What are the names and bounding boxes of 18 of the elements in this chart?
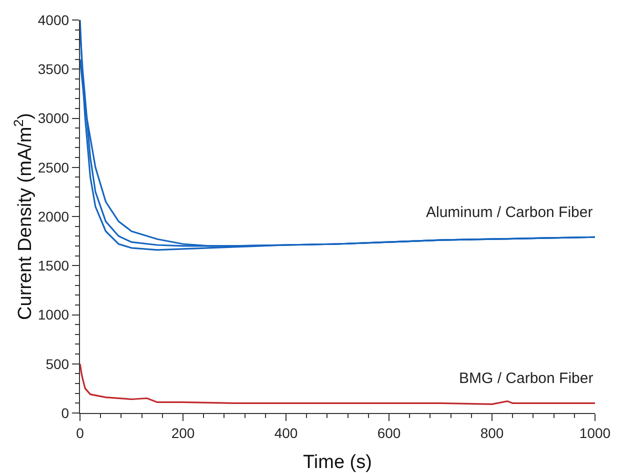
y-tick-label: 500 (46, 356, 70, 372)
x-tick-label: 800 (480, 424, 504, 441)
y-tick-label: 3000 (38, 110, 70, 126)
x-tick-label: 600 (377, 424, 401, 441)
series-label: BMG / Carbon Fiber (459, 370, 594, 387)
y-tick-label: 0 (61, 404, 70, 421)
x-tick-label: 200 (171, 424, 195, 441)
y-tick-label: 2000 (38, 208, 70, 224)
y-tick-label: 2500 (38, 159, 70, 176)
y-tick-label: 3500 (38, 61, 70, 78)
x-tick-label: 0 (76, 424, 84, 441)
x-tick-label: 400 (274, 424, 298, 441)
y-tick-label: 1500 (38, 258, 70, 274)
y-tick-label: 1000 (38, 306, 70, 323)
x-axis-title: Time (s) (303, 452, 372, 473)
x-tick-label: 1000 (579, 424, 611, 441)
y-tick-label: 4000 (38, 12, 70, 28)
series-label: Aluminum / Carbon Fiber (426, 204, 593, 221)
